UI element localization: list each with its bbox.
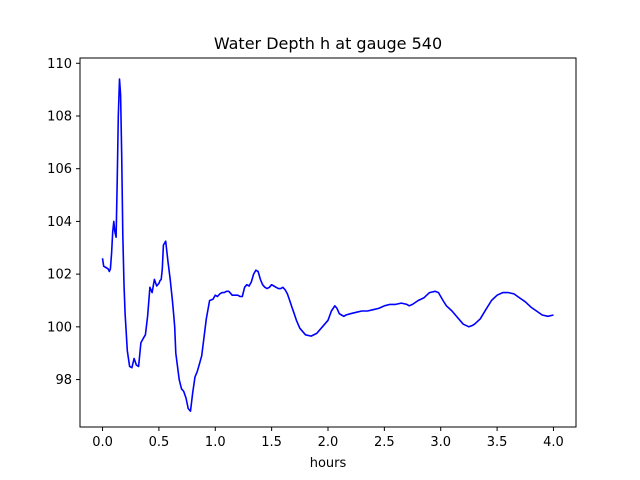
- series-line: [101, 78, 554, 413]
- y-tick-label: 110: [47, 57, 72, 72]
- x-tick-label: 0.0: [92, 435, 113, 450]
- x-axis-label: hours: [310, 456, 347, 471]
- x-axis: 0.0 0.5 1.0 1.5 2.0 2.5 3.0 3.5 4.0: [92, 427, 564, 450]
- y-axis: 98 100 102 104 106 108 110: [47, 57, 80, 388]
- y-tick-label: 98: [55, 373, 72, 388]
- y-tick-label: 104: [47, 215, 72, 230]
- chart-title: Water Depth h at gauge 540: [214, 34, 442, 53]
- x-tick-label: 0.5: [149, 435, 170, 450]
- x-tick-label: 3.0: [430, 435, 451, 450]
- y-tick-label: 106: [47, 162, 72, 177]
- y-tick-label: 108: [47, 109, 72, 124]
- x-tick-label: 3.5: [487, 435, 508, 450]
- y-tick-label: 100: [47, 320, 72, 335]
- series-layer: [101, 78, 554, 413]
- x-tick-label: 2.5: [374, 435, 395, 450]
- x-tick-label: 1.5: [261, 435, 282, 450]
- x-tick-label: 1.0: [205, 435, 226, 450]
- x-tick-label: 4.0: [543, 435, 564, 450]
- y-tick-label: 102: [47, 268, 72, 283]
- x-tick-label: 2.0: [318, 435, 339, 450]
